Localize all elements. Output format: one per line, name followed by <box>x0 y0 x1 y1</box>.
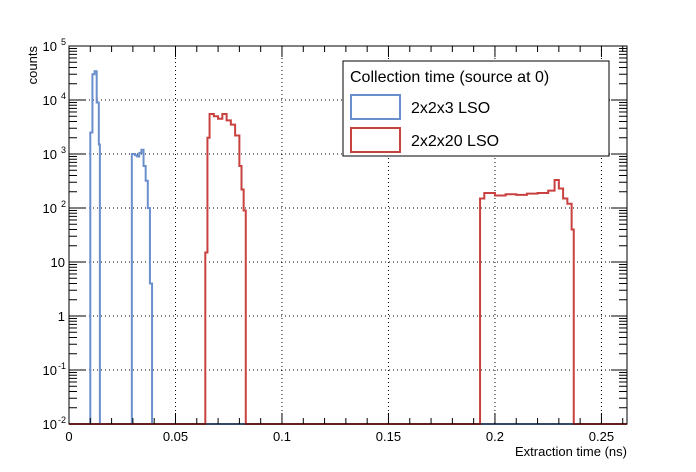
y-tick-label-base: 10 <box>43 147 57 162</box>
histogram-bin <box>135 155 137 424</box>
histogram-bin <box>244 210 246 424</box>
histogram-bin <box>92 74 94 424</box>
histogram-bin <box>231 125 235 424</box>
y-tick-label-base: 10 <box>43 417 57 432</box>
x-tick-label: 0.15 <box>376 429 401 444</box>
legend-swatch-series-2 <box>350 127 401 153</box>
histogram-bin <box>144 166 146 424</box>
y-tick-label: 1 <box>58 309 65 324</box>
legend-swatch-series-1 <box>350 94 401 120</box>
histogram-series-1 <box>69 70 627 425</box>
legend: Collection time (source at 0) 2x2x3 LSO … <box>342 60 610 157</box>
y-tick-label-exponent: 4 <box>61 91 66 101</box>
histogram-bin <box>146 181 148 424</box>
histogram-bin <box>555 180 559 424</box>
y-tick-label-base: 10 <box>51 255 65 270</box>
x-tick-label: 0.2 <box>486 429 504 444</box>
histogram-bin <box>538 193 549 424</box>
histogram-bin <box>235 136 239 424</box>
y-tick-label: 10 <box>43 363 57 378</box>
y-tick-label: 10 <box>43 93 57 108</box>
histogram-bin <box>148 208 150 424</box>
histogram-bin <box>548 191 554 424</box>
y-tick-label-exponent: 3 <box>61 145 66 155</box>
x-tick-label: 0 <box>65 429 72 444</box>
x-tick-label: 0.25 <box>589 429 614 444</box>
legend-label-series-2: 2x2x20 LSO <box>411 133 499 150</box>
y-axis-title: counts <box>25 46 40 85</box>
histogram-bin <box>567 204 571 424</box>
tick-layer <box>68 45 627 425</box>
x-tick-label: 0.05 <box>163 429 188 444</box>
histogram-bin <box>484 193 495 424</box>
histogram-bin <box>559 188 563 424</box>
y-tick-label: 10 <box>51 255 65 270</box>
histogram-bin <box>150 283 152 424</box>
legend-box <box>342 60 610 157</box>
histogram-bin <box>90 133 92 424</box>
histogram-bin <box>137 156 139 424</box>
plot-frame <box>68 45 628 425</box>
histogram-bin <box>207 138 209 424</box>
histogram-bin <box>97 102 99 424</box>
y-tick-label: 10 <box>43 147 57 162</box>
histogram-bin <box>495 196 506 424</box>
y-tick-label-exponent: -1 <box>58 361 66 371</box>
histogram-series-2 <box>69 113 627 425</box>
histogram-bin <box>210 114 214 424</box>
histogram-bin <box>95 71 97 424</box>
y-tick-label: 10 <box>43 417 57 432</box>
histogram-bin <box>141 150 143 424</box>
y-tick-label-base: 10 <box>43 39 57 54</box>
series-layer <box>69 70 627 425</box>
histogram-bin <box>506 194 517 424</box>
y-tick-label-base: 1 <box>58 309 65 324</box>
y-tick-label: 10 <box>43 201 57 216</box>
histogram-bin <box>139 153 141 424</box>
histogram-bin <box>227 120 231 424</box>
histogram-bin <box>516 195 527 424</box>
histogram-bin <box>214 116 218 424</box>
histogram-bin <box>218 119 222 424</box>
histogram-bin <box>242 190 244 424</box>
y-tick-label-exponent: 5 <box>61 37 66 47</box>
histogram-bin <box>205 252 207 424</box>
y-tick-label-base: 10 <box>43 93 57 108</box>
legend-label-series-1: 2x2x3 LSO <box>411 100 490 117</box>
y-tick-label-base: 10 <box>43 363 57 378</box>
y-tick-label-exponent: -2 <box>58 415 66 425</box>
y-tick-label-exponent: 2 <box>61 199 66 209</box>
histogram-bin <box>527 194 538 424</box>
legend-title: Collection time (source at 0) <box>350 69 549 86</box>
histogram-bin <box>480 198 484 424</box>
histogram-bin <box>99 144 100 424</box>
y-tick-label-base: 10 <box>43 201 57 216</box>
histogram-bin <box>239 166 241 424</box>
histogram-bin <box>132 154 135 424</box>
histogram-bin <box>563 198 567 424</box>
x-tick-label: 0.1 <box>273 429 291 444</box>
x-axis-title: Extraction time (ns) <box>515 444 627 459</box>
histogram-bin <box>222 114 226 424</box>
histogram-bin <box>572 229 574 424</box>
y-tick-label: 10 <box>43 39 57 54</box>
